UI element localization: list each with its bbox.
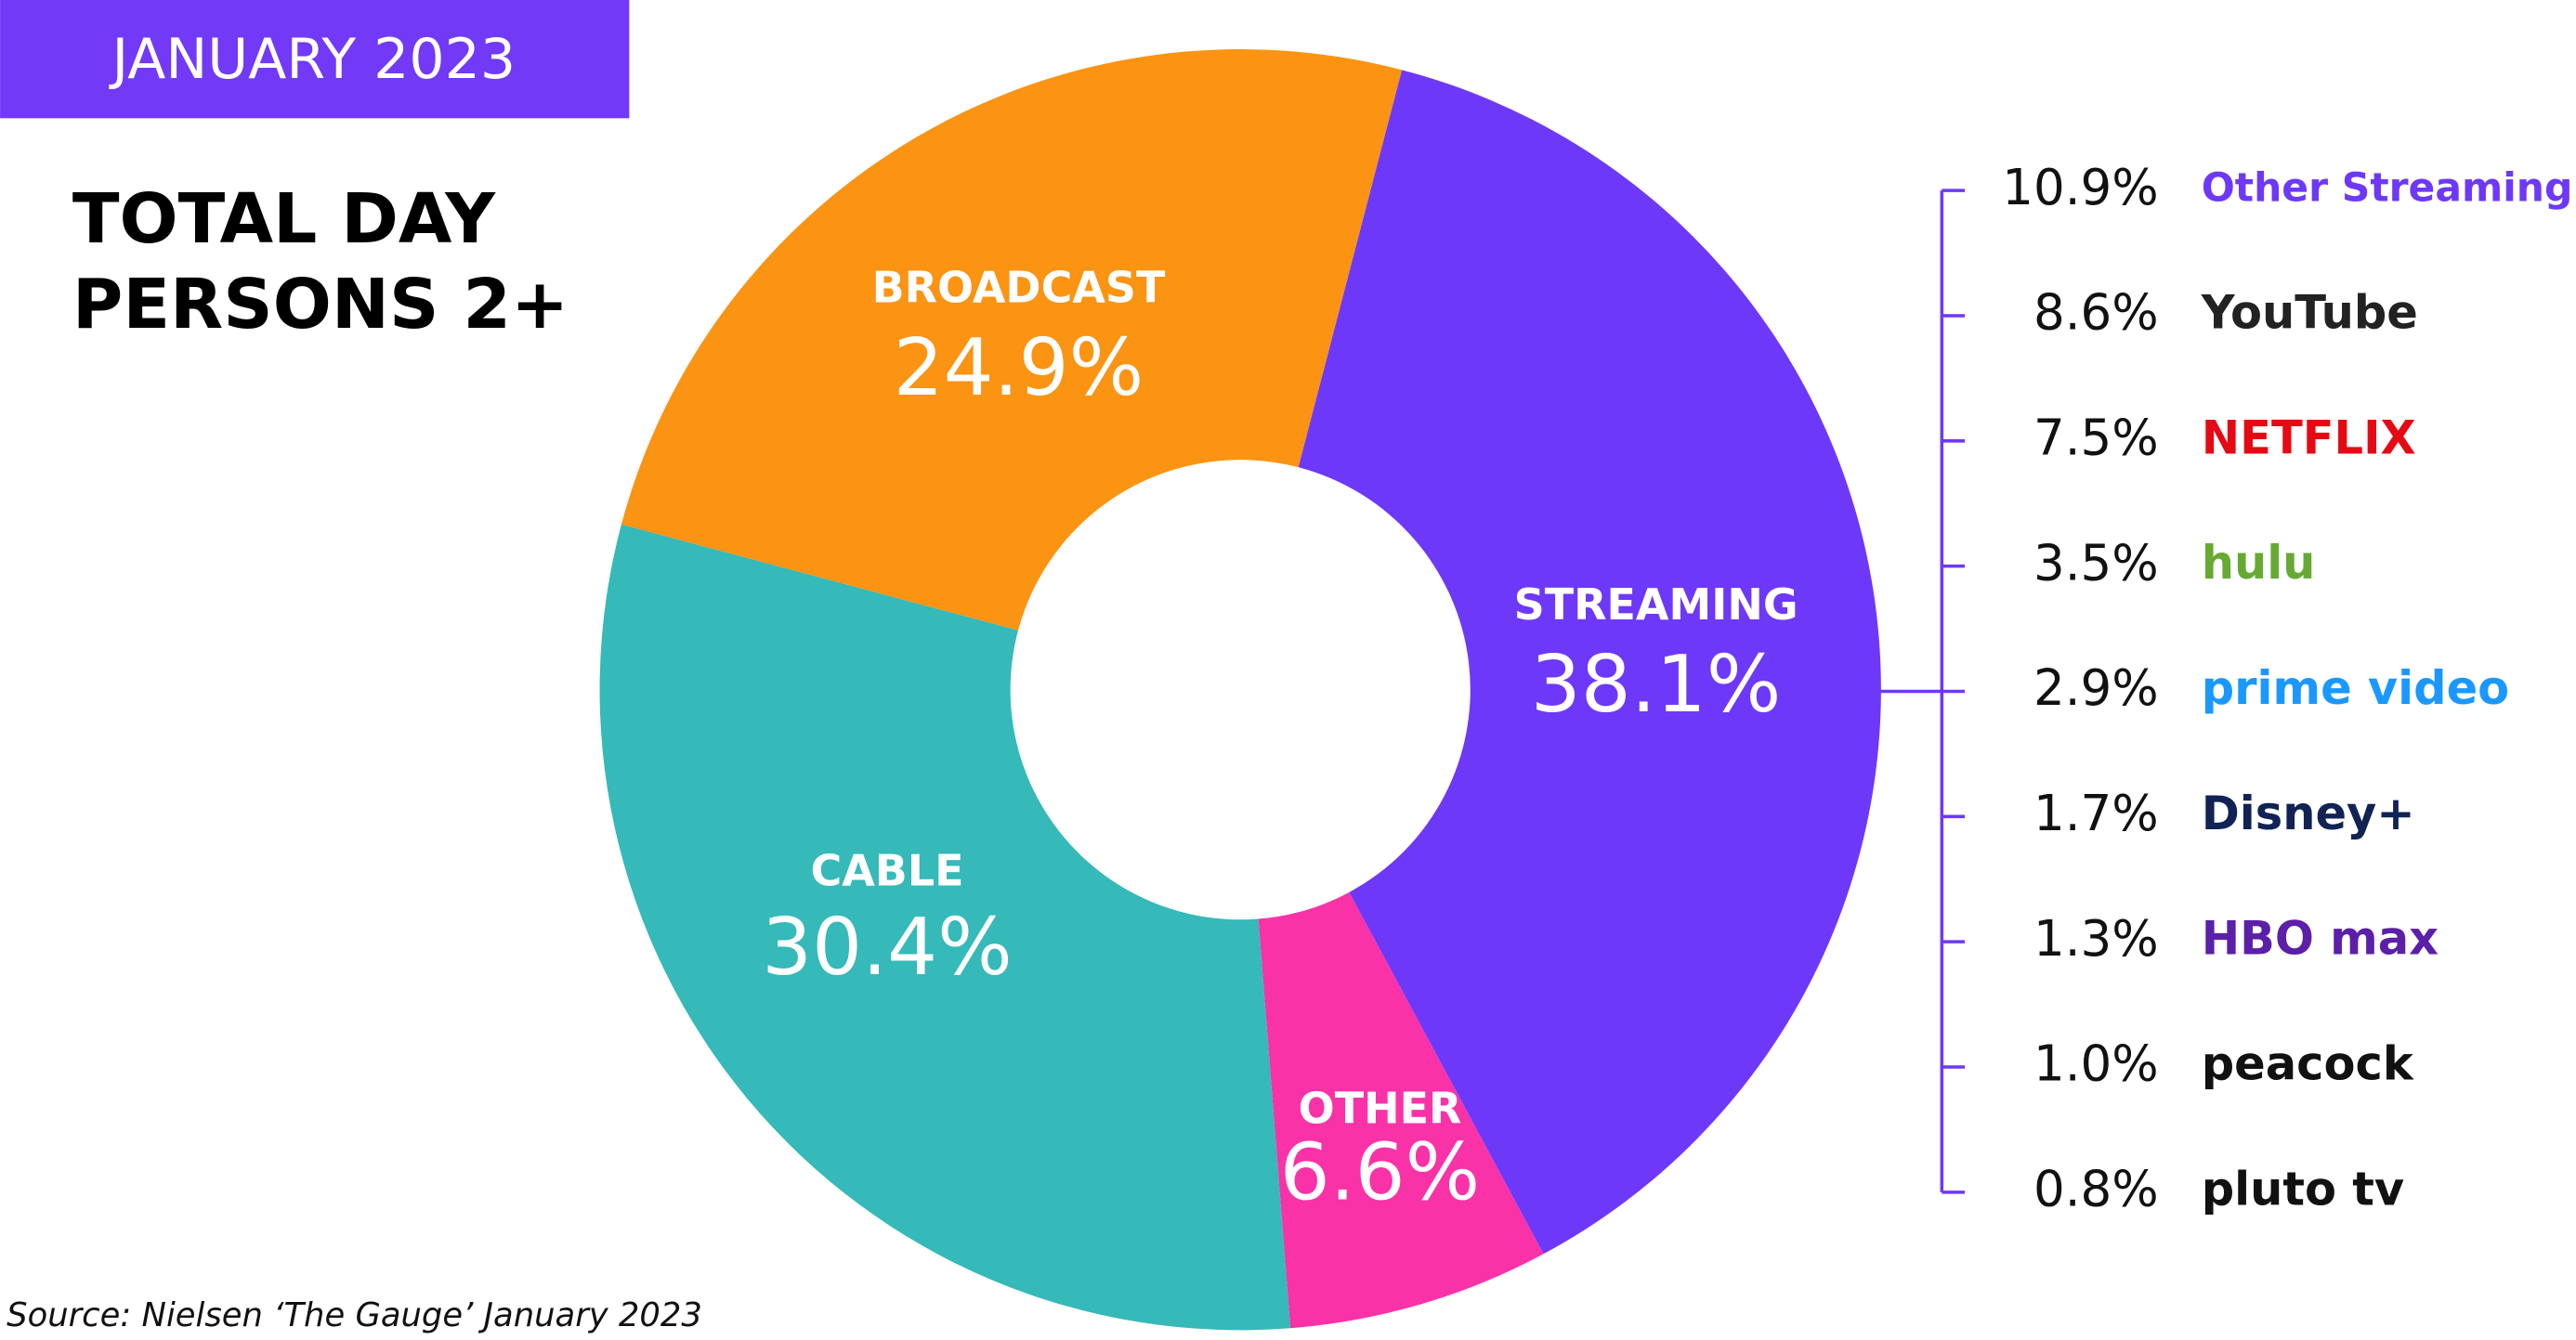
donut-segment: [1298, 70, 1881, 1255]
segment-value: 30.4%: [762, 902, 1013, 994]
title: TOTAL DAY: [72, 178, 496, 259]
breakdown-name: HBO max: [2202, 912, 2439, 966]
segment-value: 38.1%: [1531, 639, 1782, 731]
segment-value: 6.6%: [1280, 1126, 1481, 1218]
breakdown-value: 2.9%: [2033, 659, 2159, 717]
breakdown-name: hulu: [2202, 536, 2316, 590]
segment-name: OTHER: [1299, 1084, 1462, 1134]
breakdown-value: 7.5%: [2033, 409, 2159, 466]
segment-name: STREAMING: [1514, 579, 1798, 630]
donut-segment: [599, 524, 1291, 1331]
source: Source: Nielsen ‘The Gauge’ January 2023: [7, 1296, 702, 1334]
segment-name: CABLE: [810, 845, 963, 895]
breakdown-value: 8.6%: [2033, 284, 2159, 342]
breakdown-name: YouTube: [2201, 285, 2418, 339]
segment-name: BROADCAST: [872, 263, 1166, 313]
breakdown-name: pluto tv: [2202, 1162, 2404, 1216]
donut-segment: [621, 49, 1403, 631]
title: PERSONS 2+: [72, 264, 569, 345]
segment-value: 24.9%: [894, 322, 1144, 414]
breakdown-name: peacock: [2202, 1037, 2414, 1091]
donut-segment: [1258, 891, 1544, 1329]
breakdown-value: 10.9%: [2002, 159, 2159, 216]
breakdown-name: Disney+: [2202, 787, 2415, 840]
breakdown-name: prime video: [2202, 661, 2509, 715]
breakdown-value: 1.7%: [2033, 785, 2159, 842]
breakdown-value: 3.5%: [2033, 534, 2159, 592]
header: JANUARY 2023: [109, 27, 517, 92]
header-box: [0, 0, 630, 119]
breakdown-value: 1.0%: [2033, 1035, 2159, 1093]
breakdown-value: 0.8%: [2033, 1160, 2159, 1217]
breakdown-value: 1.3%: [2033, 910, 2159, 968]
breakdown-name: NETFLIX: [2202, 410, 2416, 464]
breakdown-name: Other Streaming: [2202, 166, 2573, 212]
